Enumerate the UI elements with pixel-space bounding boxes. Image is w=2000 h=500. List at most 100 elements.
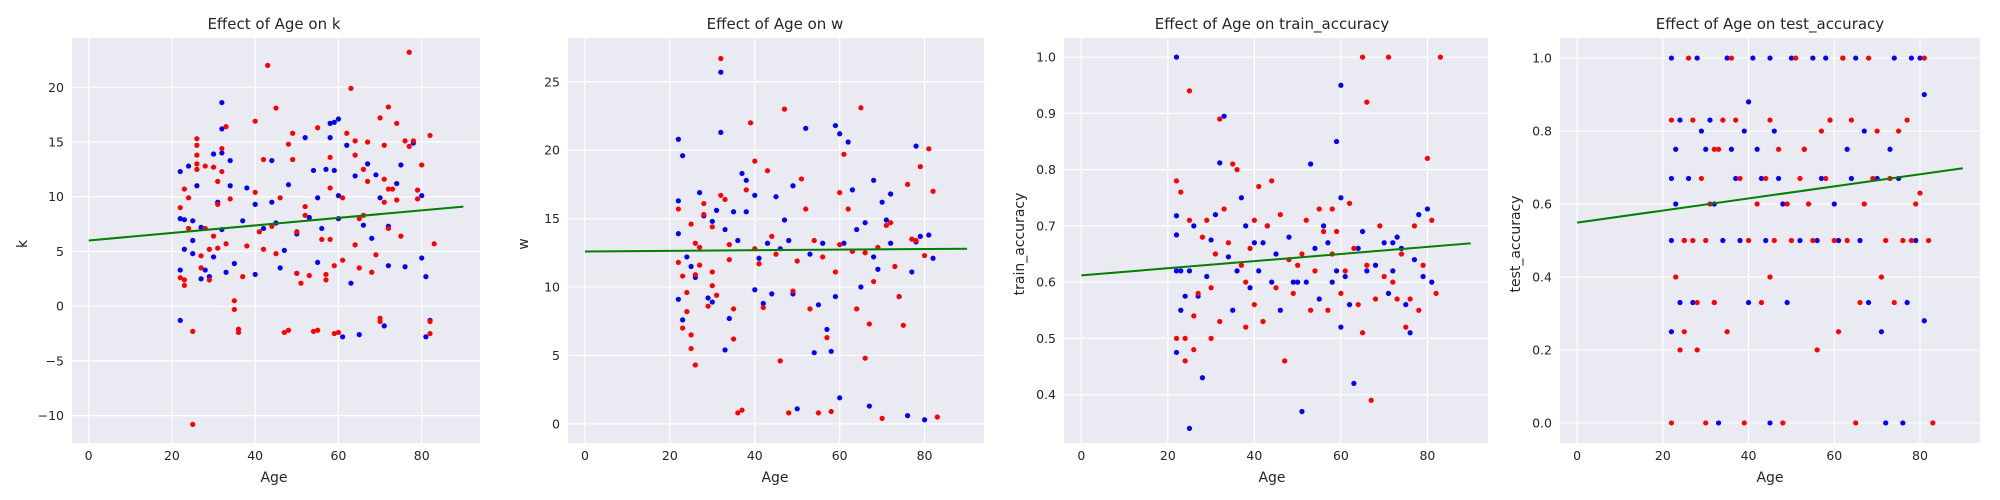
data-point xyxy=(1767,274,1773,280)
data-point xyxy=(730,209,737,215)
data-point xyxy=(198,276,204,282)
data-point xyxy=(402,138,408,144)
data-point xyxy=(871,177,877,183)
data-point xyxy=(1338,324,1344,330)
data-point xyxy=(680,325,686,331)
data-point xyxy=(718,69,724,75)
data-point xyxy=(327,185,333,191)
data-point xyxy=(1303,279,1309,285)
data-point xyxy=(722,347,728,353)
data-point xyxy=(1424,155,1431,161)
data-point xyxy=(315,195,321,201)
data-point xyxy=(675,206,681,212)
data-point xyxy=(1690,237,1696,244)
data-point xyxy=(837,395,843,401)
data-point xyxy=(406,49,412,55)
data-point xyxy=(414,196,421,202)
data-point xyxy=(327,120,333,126)
data-point xyxy=(1835,329,1842,335)
data-point xyxy=(1437,54,1444,60)
data-point xyxy=(252,201,258,207)
data-point xyxy=(419,193,425,199)
data-point xyxy=(1359,228,1366,235)
data-point xyxy=(841,240,847,246)
data-point xyxy=(807,306,813,312)
data-point xyxy=(194,166,200,172)
data-point xyxy=(709,269,715,275)
data-point xyxy=(1883,237,1889,244)
data-point xyxy=(1351,245,1357,251)
y-axis-label: w xyxy=(516,238,532,249)
data-point xyxy=(684,254,690,260)
data-point xyxy=(1359,54,1366,60)
data-point xyxy=(1810,55,1816,61)
data-point xyxy=(1861,128,1867,134)
data-point xyxy=(781,106,788,112)
data-point xyxy=(206,277,212,283)
data-point xyxy=(1737,237,1743,244)
data-point xyxy=(202,163,208,169)
data-point xyxy=(1767,420,1773,426)
data-point xyxy=(1342,273,1348,280)
data-point xyxy=(769,291,775,297)
data-point xyxy=(1745,237,1752,244)
data-point xyxy=(709,299,715,305)
panel-k: Effect of Age on k Age k 0 20 40 60 80 −10 −5 0… xyxy=(15,15,480,486)
data-point xyxy=(1775,175,1782,182)
data-point xyxy=(1225,240,1232,246)
data-point xyxy=(1818,175,1825,182)
data-point xyxy=(675,231,681,237)
data-point xyxy=(1299,408,1305,415)
x-tick-label: 80 xyxy=(1419,448,1435,463)
data-point xyxy=(739,407,745,413)
data-point xyxy=(348,85,354,91)
data-point xyxy=(190,237,196,244)
data-point xyxy=(1173,268,1180,274)
data-point xyxy=(1668,420,1675,426)
data-point xyxy=(1199,375,1206,381)
data-point xyxy=(277,195,283,201)
data-point xyxy=(790,183,796,189)
x-tick-label: 60 xyxy=(1333,448,1349,463)
data-point xyxy=(1191,347,1197,353)
y-tick-label: 5 xyxy=(552,348,560,363)
x-tick-label: 40 xyxy=(1246,448,1262,463)
data-point xyxy=(866,403,872,409)
data-point xyxy=(1173,232,1180,238)
data-point xyxy=(244,243,250,249)
data-point xyxy=(735,410,741,416)
data-point xyxy=(315,125,321,131)
data-point xyxy=(1372,262,1379,268)
y-tick-label: 1.0 xyxy=(1036,50,1056,65)
data-point xyxy=(1913,201,1919,207)
data-point xyxy=(934,414,940,420)
data-point xyxy=(1878,329,1885,335)
data-point xyxy=(883,217,889,223)
data-point xyxy=(858,284,864,290)
data-point xyxy=(1243,223,1249,229)
data-point xyxy=(696,244,703,250)
data-point xyxy=(1368,397,1374,403)
data-point xyxy=(794,258,800,264)
x-tick-label: 40 xyxy=(247,448,263,463)
data-point xyxy=(414,187,421,193)
data-point xyxy=(198,253,204,259)
data-point xyxy=(190,328,196,334)
y-tick-label: 0 xyxy=(56,299,64,314)
data-point xyxy=(1793,55,1799,61)
data-point xyxy=(1407,296,1413,302)
data-point xyxy=(1320,223,1327,229)
data-point xyxy=(356,265,362,271)
data-point xyxy=(364,161,371,167)
y-axis-label: train_accuracy xyxy=(1012,193,1028,296)
x-tick-label: 80 xyxy=(917,448,933,463)
data-point xyxy=(730,306,737,312)
data-point xyxy=(1917,190,1923,196)
data-point xyxy=(1900,237,1906,244)
data-point xyxy=(260,156,267,163)
data-point xyxy=(862,250,868,256)
data-point xyxy=(1703,237,1709,244)
trend-line xyxy=(1081,242,1471,277)
data-point xyxy=(190,251,196,257)
data-point xyxy=(1325,307,1331,313)
